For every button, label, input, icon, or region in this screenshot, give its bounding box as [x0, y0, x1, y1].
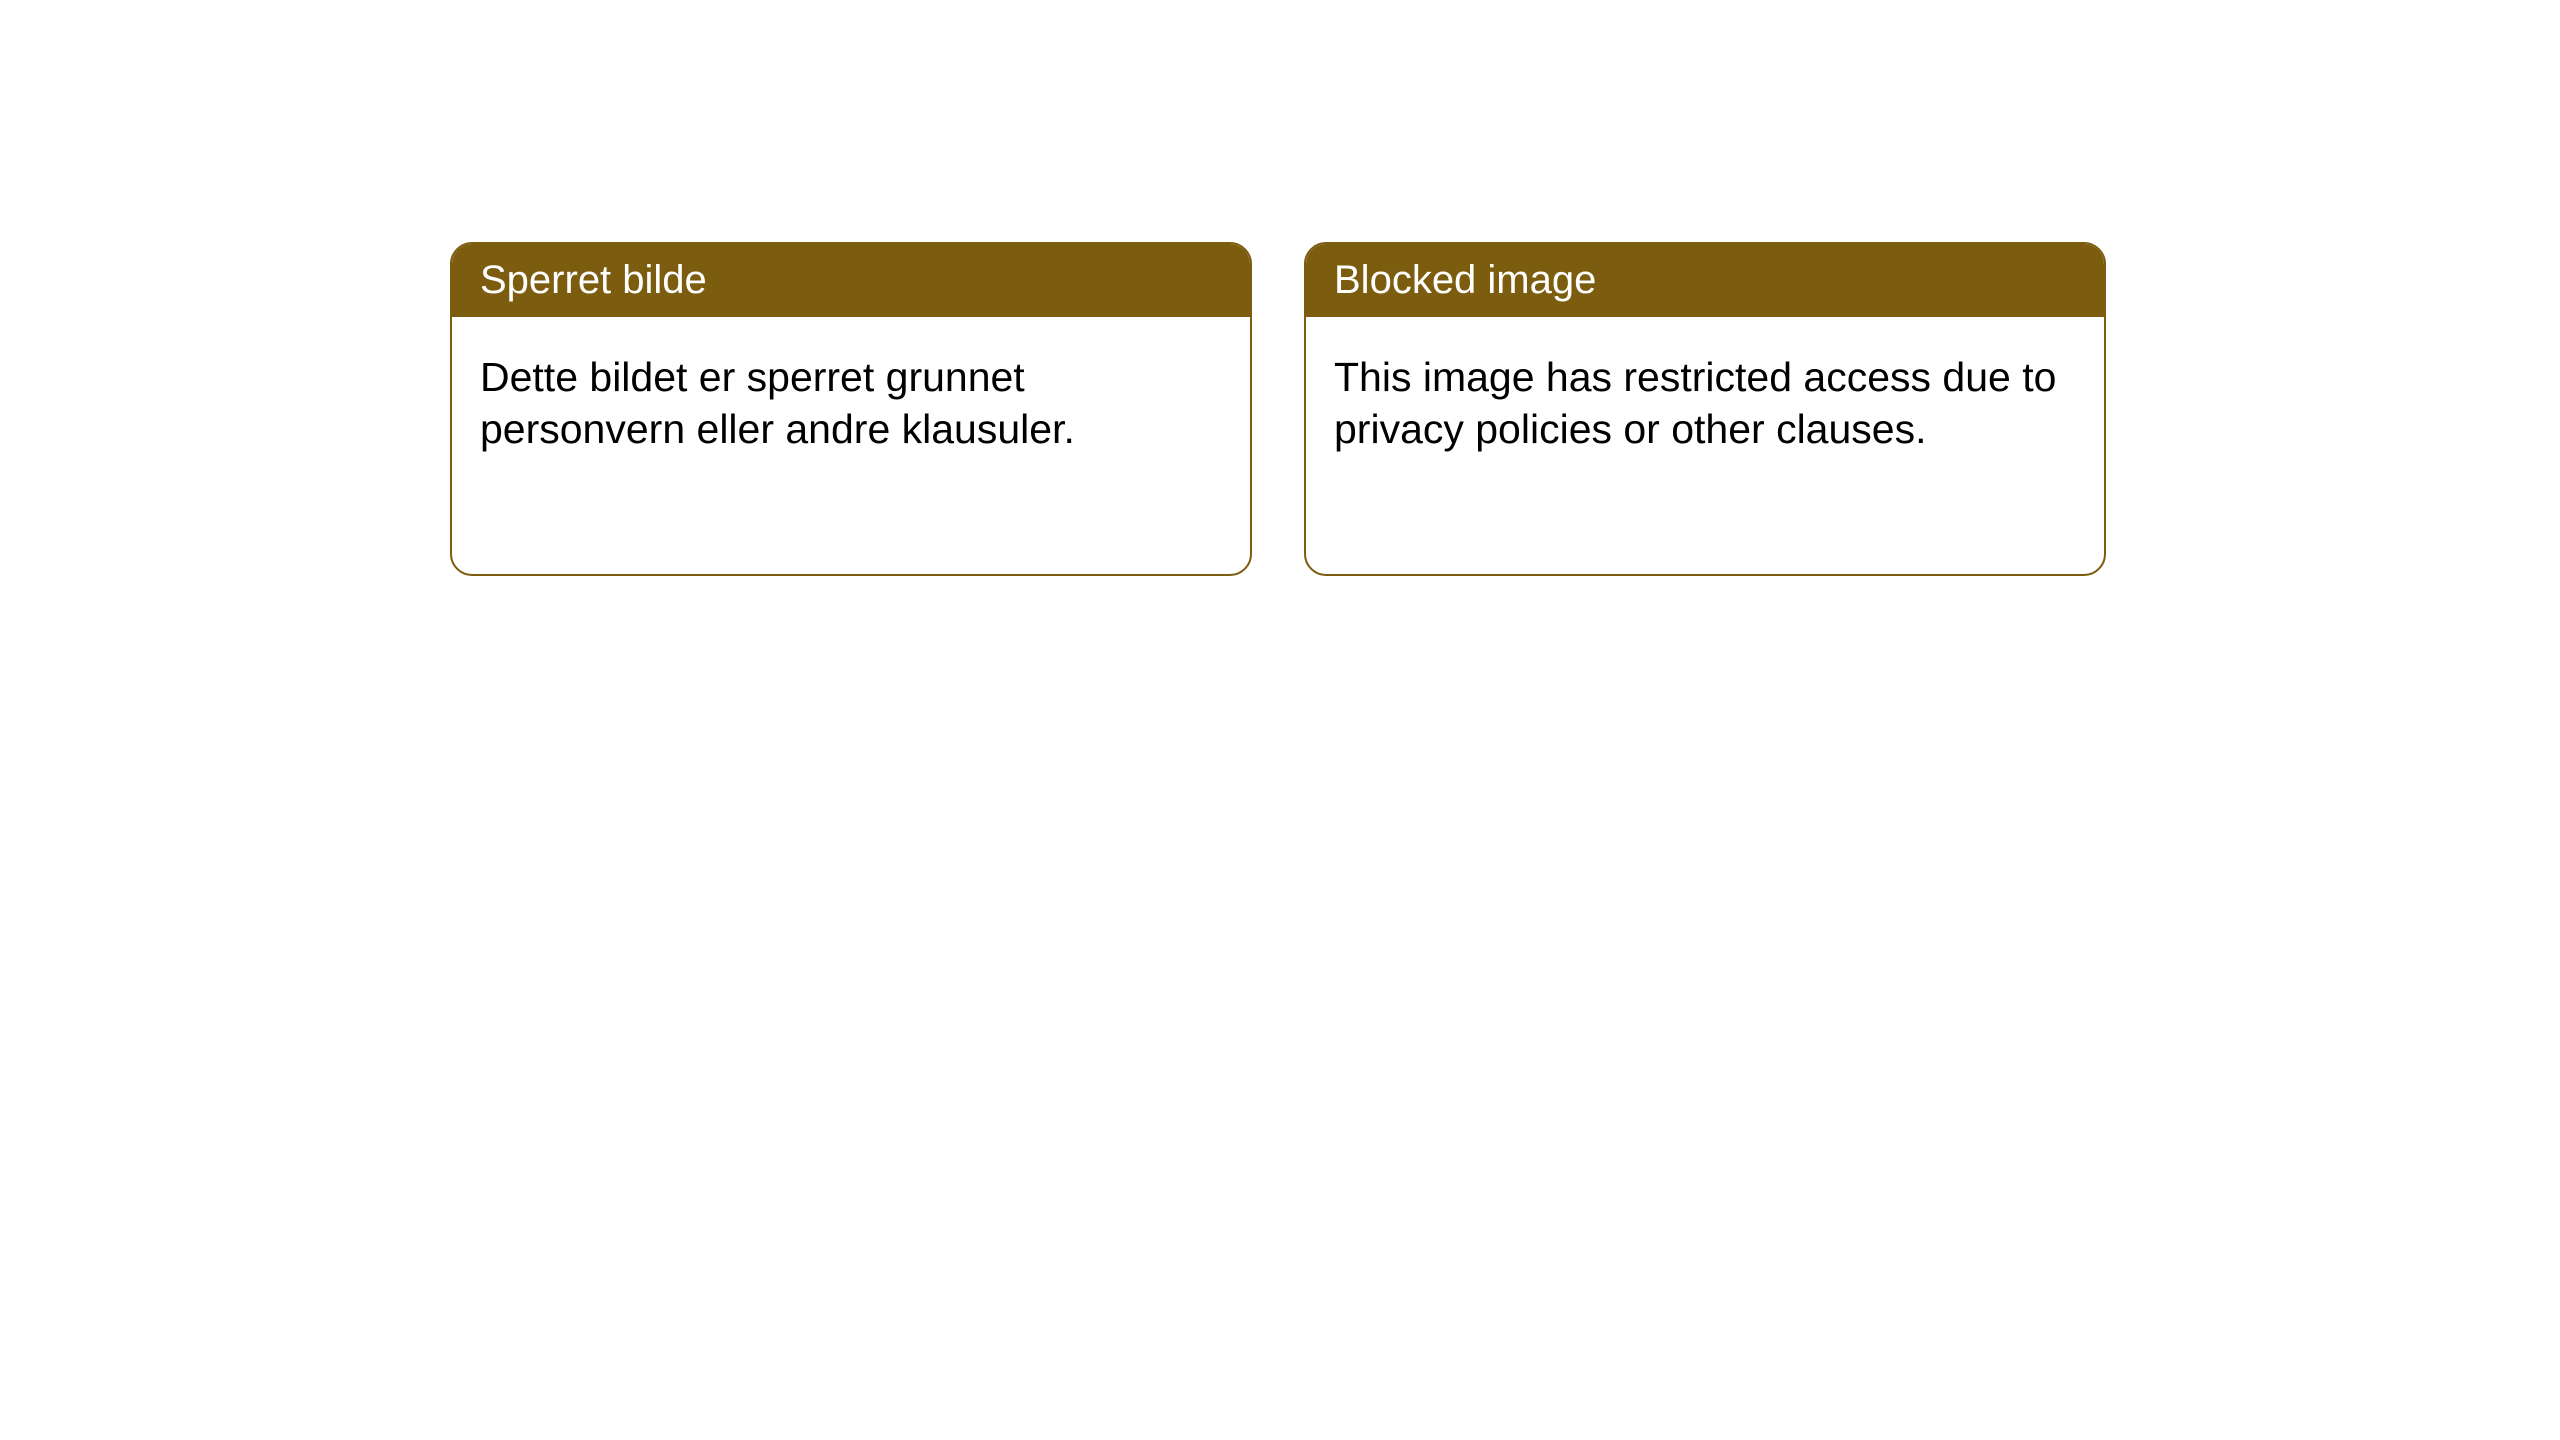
notice-container: Sperret bilde Dette bildet er sperret gr…	[0, 0, 2560, 576]
notice-card-norwegian: Sperret bilde Dette bildet er sperret gr…	[450, 242, 1252, 576]
notice-body-norwegian: Dette bildet er sperret grunnet personve…	[452, 317, 1250, 490]
notice-title-norwegian: Sperret bilde	[452, 244, 1250, 317]
notice-card-english: Blocked image This image has restricted …	[1304, 242, 2106, 576]
notice-title-english: Blocked image	[1306, 244, 2104, 317]
notice-body-english: This image has restricted access due to …	[1306, 317, 2104, 490]
